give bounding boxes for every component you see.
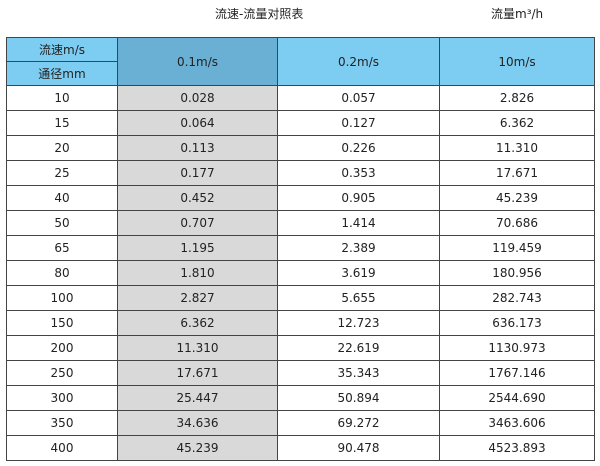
table-row: 65 1.195 2.389 119.459 (6, 235, 595, 261)
unit-label: 流量m³/h (491, 7, 544, 21)
flow-cell: 2.826 (439, 85, 595, 111)
diameter-cell: 15 (6, 110, 118, 136)
column-header: 0.2m/s (277, 37, 440, 86)
diameter-cell: 40 (6, 185, 118, 211)
flow-cell: 11.310 (439, 135, 595, 161)
flow-cell: 2544.690 (439, 385, 595, 411)
flow-cell: 0.028 (117, 85, 278, 111)
diameter-cell: 350 (6, 410, 118, 436)
flow-cell: 1767.146 (439, 360, 595, 386)
diameter-cell: 10 (6, 85, 118, 111)
diameter-cell: 250 (6, 360, 118, 386)
table-row: 100 2.827 5.655 282.743 (6, 285, 595, 311)
flow-cell: 1.810 (117, 260, 278, 286)
flow-cell: 119.459 (439, 235, 595, 261)
flow-cell: 0.452 (117, 185, 278, 211)
diameter-cell: 100 (6, 285, 118, 311)
diameter-cell: 400 (6, 435, 118, 461)
table-row: 15 0.064 0.127 6.362 (6, 110, 595, 136)
flow-cell: 2.827 (117, 285, 278, 311)
table-row: 20 0.113 0.226 11.310 (6, 135, 595, 161)
flow-cell: 22.619 (277, 335, 440, 361)
flow-cell: 3463.606 (439, 410, 595, 436)
column-header: 10m/s (439, 37, 595, 86)
flow-cell: 17.671 (117, 360, 278, 386)
flow-cell: 6.362 (117, 310, 278, 336)
table-row: 50 0.707 1.414 70.686 (6, 210, 595, 236)
table-row: 250 17.671 35.343 1767.146 (6, 360, 595, 386)
table-row: 150 6.362 12.723 636.173 (6, 310, 595, 336)
flow-cell: 6.362 (439, 110, 595, 136)
diameter-cell: 200 (6, 335, 118, 361)
flow-cell: 636.173 (439, 310, 595, 336)
table-row: 40 0.452 0.905 45.239 (6, 185, 595, 211)
flow-cell: 12.723 (277, 310, 440, 336)
table-row: 400 45.239 90.478 4523.893 (6, 435, 595, 461)
table-row: 350 34.636 69.272 3463.606 (6, 410, 595, 436)
flow-cell: 5.655 (277, 285, 440, 311)
table-row: 80 1.810 3.619 180.956 (6, 260, 595, 286)
diameter-cell: 300 (6, 385, 118, 411)
flow-cell: 17.671 (439, 160, 595, 186)
flow-cell: 180.956 (439, 260, 595, 286)
velocity-header: 流速m/s (6, 37, 118, 62)
flow-cell: 35.343 (277, 360, 440, 386)
flow-cell: 45.239 (117, 435, 278, 461)
flow-cell: 1.414 (277, 210, 440, 236)
flow-cell: 1.195 (117, 235, 278, 261)
diameter-cell: 50 (6, 210, 118, 236)
diameter-cell: 65 (6, 235, 118, 261)
flow-cell: 70.686 (439, 210, 595, 236)
flow-cell: 69.272 (277, 410, 440, 436)
diameter-cell: 20 (6, 135, 118, 161)
column-header[interactable]: 0.1m/s (117, 37, 278, 86)
flow-cell: 1130.973 (439, 335, 595, 361)
flow-cell: 45.239 (439, 185, 595, 211)
flow-cell: 0.057 (277, 85, 440, 111)
flow-table: 流速m/s 0.1m/s 0.2m/s 10m/s 通径mm 10 0.028 0.… (6, 37, 595, 461)
flow-cell: 34.636 (117, 410, 278, 436)
flow-cell: 0.707 (117, 210, 278, 236)
table-title: 流速-流量对照表 (215, 7, 304, 21)
flow-cell: 11.310 (117, 335, 278, 361)
table-row: 200 11.310 22.619 1130.973 (6, 335, 595, 361)
flow-cell: 282.743 (439, 285, 595, 311)
flow-cell: 0.226 (277, 135, 440, 161)
diameter-cell: 25 (6, 160, 118, 186)
flow-cell: 3.619 (277, 260, 440, 286)
diameter-cell: 150 (6, 310, 118, 336)
flow-cell: 90.478 (277, 435, 440, 461)
flow-cell: 0.177 (117, 160, 278, 186)
flow-cell: 25.447 (117, 385, 278, 411)
table-row: 10 0.028 0.057 2.826 (6, 85, 595, 111)
flow-cell: 4523.893 (439, 435, 595, 461)
table-row: 25 0.177 0.353 17.671 (6, 160, 595, 186)
diameter-cell: 80 (6, 260, 118, 286)
flow-cell: 0.064 (117, 110, 278, 136)
flow-cell: 0.353 (277, 160, 440, 186)
flow-cell: 0.127 (277, 110, 440, 136)
flow-cell: 0.905 (277, 185, 440, 211)
diameter-header: 通径mm (6, 61, 118, 86)
table-row: 300 25.447 50.894 2544.690 (6, 385, 595, 411)
flow-cell: 50.894 (277, 385, 440, 411)
flow-cell: 0.113 (117, 135, 278, 161)
flow-cell: 2.389 (277, 235, 440, 261)
